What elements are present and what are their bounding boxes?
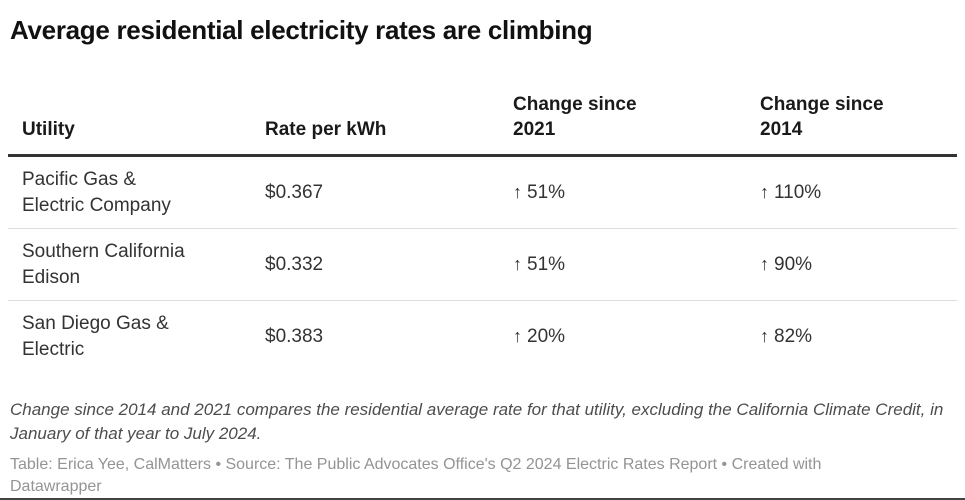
up-arrow-icon: ↑: [760, 326, 769, 347]
column-header-change-2021: Change since 2021: [499, 93, 746, 158]
change-value: 82%: [774, 326, 813, 348]
column-header-rate: Rate per kWh: [251, 93, 499, 158]
cell-rate: $0.367: [265, 182, 324, 204]
cell-change-2021: ↑ 51%: [499, 156, 746, 229]
notes-text: Change since 2014 and 2021 compares the …: [10, 400, 944, 444]
up-arrow-icon: ↑: [513, 326, 522, 347]
column-header-utility: Utility: [8, 93, 251, 158]
table-row: Pacific Gas & Electric Company $0.367 ↑ 5…: [8, 156, 957, 229]
cell-rate: $0.383: [251, 300, 499, 373]
cell-rate: $0.332: [251, 228, 499, 301]
change-value: 90%: [774, 254, 813, 276]
up-arrow-icon: ↑: [513, 254, 522, 275]
change-value: 20%: [527, 326, 566, 348]
up-arrow-icon: ↑: [760, 182, 769, 203]
cell-change-2014: ↑ 90%: [746, 228, 957, 301]
change-value: 110%: [774, 182, 822, 204]
table-row: San Diego Gas & Electric $0.383 ↑ 20% ↑ 82…: [8, 300, 957, 373]
cell-utility: Pacific Gas & Electric Company: [22, 169, 171, 216]
header-row: Utility Rate per kWh Change since 2021 C…: [8, 93, 957, 158]
page-title: Average residential electricity rates ar…: [10, 15, 593, 45]
cell-utility: San Diego Gas & Electric: [8, 300, 251, 373]
attribution-text: Table: Erica Yee, CalMatters • Source: T…: [10, 456, 822, 496]
cell-change-2014: ↑ 82%: [746, 300, 957, 373]
table-row: Southern California Edison $0.332 ↑ 51% ↑…: [8, 228, 957, 301]
change-value: 51%: [527, 182, 566, 204]
up-arrow-icon: ↑: [513, 182, 522, 203]
bottom-edge-line: [0, 498, 965, 500]
cell-change-2021: ↑ 20%: [499, 300, 746, 373]
cell-utility: Southern California Edison: [8, 228, 251, 301]
cell-change-2021: ↑ 51%: [499, 228, 746, 301]
column-header-change-2014: Change since 2014: [746, 93, 957, 158]
rates-table: Utility Rate per kWh Change since 2021 C…: [8, 93, 957, 373]
cell-change-2014: ↑ 110%: [746, 156, 957, 229]
up-arrow-icon: ↑: [760, 254, 769, 275]
change-value: 51%: [527, 254, 566, 276]
